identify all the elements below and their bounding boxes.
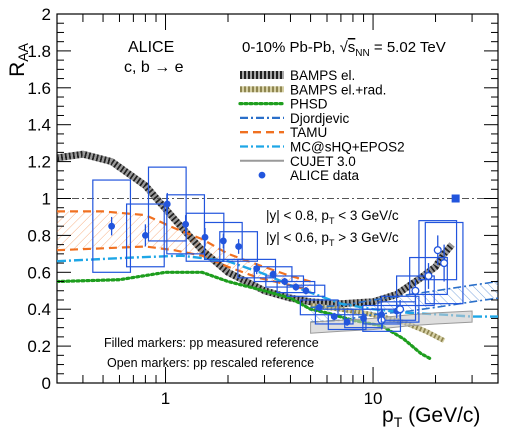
sys-box bbox=[92, 179, 132, 273]
y-tick-label: 0.6 bbox=[27, 263, 51, 282]
rapidity-high-label: |y| < 0.6, pT > 3 GeV/c bbox=[266, 230, 399, 248]
legend-item-bamps-el: BAMPS el. bbox=[240, 68, 355, 83]
legend-label: CUJET 3.0 bbox=[290, 154, 356, 169]
system-energy-val: = 5.02 TeV bbox=[370, 39, 446, 56]
legend: BAMPS el.BAMPS el.+rad.PHSDDjordjevicTAM… bbox=[238, 68, 405, 183]
data-point-open bbox=[411, 286, 420, 295]
data-point bbox=[108, 222, 116, 230]
sys-box bbox=[418, 220, 458, 281]
sys-box bbox=[253, 266, 293, 283]
process-label: c, b → e bbox=[124, 59, 184, 76]
rapidity-high-cut: > 3 GeV/c bbox=[334, 230, 398, 245]
legend-label: PHSD bbox=[290, 97, 328, 112]
sys-box bbox=[125, 203, 165, 268]
sys-box bbox=[286, 284, 326, 297]
legend-swatch bbox=[240, 71, 284, 79]
system-label-pre: 0-10% Pb-Pb, bbox=[242, 39, 340, 56]
legend-label: TAMU bbox=[290, 125, 327, 140]
legend-item-phsd: PHSD bbox=[238, 97, 328, 112]
x-axis-title-sub: T bbox=[394, 414, 403, 430]
x-tick-label: 1 bbox=[161, 389, 170, 408]
sys-box bbox=[380, 295, 420, 323]
data-points bbox=[92, 166, 464, 332]
sys-box bbox=[424, 221, 464, 305]
note-open: Open markers: pp rescaled reference bbox=[107, 356, 314, 370]
data-point bbox=[142, 232, 149, 239]
data-point-open bbox=[440, 259, 449, 268]
rapidity-low-label: |y| < 0.8, pT < 3 GeV/c bbox=[266, 208, 399, 226]
data-point bbox=[360, 315, 367, 322]
y-axis-title: RAA bbox=[6, 42, 31, 77]
legend-item-djordjevic: Djordjevic bbox=[240, 111, 350, 126]
note-filled: Filled markers: pp measured reference bbox=[104, 336, 319, 350]
sys-box bbox=[396, 275, 435, 307]
y-axis-title-sub: AA bbox=[15, 42, 31, 61]
model-tamu-lower bbox=[57, 245, 311, 292]
x-axis-title-main: p bbox=[382, 404, 394, 427]
rapidity-high-text: |y| < 0.6, p bbox=[266, 230, 329, 245]
x-axis-title: pT (GeV/c) bbox=[382, 404, 480, 430]
legend-item-bamps-el-rad: BAMPS el.+rad. bbox=[240, 82, 386, 97]
normalization-box bbox=[451, 194, 460, 203]
y-tick-label: 1.8 bbox=[27, 42, 51, 61]
rapidity-low-cut: < 3 GeV/c bbox=[334, 208, 398, 223]
system-label: 0-10% Pb-Pb, √sNN = 5.02 TeV bbox=[242, 39, 446, 59]
model-tamu-upper bbox=[57, 210, 311, 283]
axis-ticks: 0 0.2 0.4 0.6 0.8 1 1.2 1.4 1.6 1.8 2 1 10 bbox=[27, 5, 499, 408]
legend-label: ALICE data bbox=[290, 168, 360, 183]
data-point bbox=[343, 318, 351, 326]
data-point bbox=[302, 287, 310, 295]
y-tick-label: 0.8 bbox=[27, 226, 51, 245]
model-bamps-el-alt bbox=[57, 150, 455, 308]
system-energy-sym: s bbox=[348, 39, 356, 56]
rapidity-low-text: |y| < 0.8, p bbox=[266, 208, 329, 223]
y-tick-label: 1.2 bbox=[27, 153, 51, 172]
legend-label: MC@sHQ+EPOS2 bbox=[290, 140, 405, 155]
legend-swatch bbox=[240, 86, 284, 93]
sys-box bbox=[314, 308, 354, 325]
data-point-open bbox=[396, 305, 405, 314]
sqrt-symbol: √ bbox=[340, 39, 349, 56]
y-tick-label: 1.6 bbox=[27, 79, 51, 98]
legend-item-tamu: TAMU bbox=[240, 125, 327, 140]
sys-box bbox=[299, 299, 339, 316]
data-point bbox=[235, 243, 243, 250]
model-curves bbox=[57, 150, 498, 361]
x-tick-label: 10 bbox=[364, 389, 383, 408]
y-tick-label: 1.4 bbox=[27, 116, 51, 135]
experiment-label: ALICE bbox=[128, 39, 174, 56]
legend-label: BAMPS el. bbox=[290, 68, 355, 83]
y-axis-title-main: R bbox=[6, 62, 29, 77]
data-point-open bbox=[424, 271, 433, 281]
y-tick-label: 0.2 bbox=[27, 337, 51, 356]
sys-box bbox=[219, 231, 259, 262]
sys-box bbox=[203, 221, 243, 260]
legend-label: Djordjevic bbox=[290, 111, 350, 126]
legend-item-alice-data: ALICE data bbox=[258, 168, 360, 183]
sys-box bbox=[237, 258, 277, 279]
model-djordjevic-lower bbox=[310, 297, 498, 323]
y-tick-label: 0 bbox=[42, 374, 51, 393]
sys-box bbox=[327, 314, 367, 331]
x-axis-title-unit: (GeV/c) bbox=[402, 404, 480, 427]
sys-box bbox=[409, 256, 448, 296]
system-energy-sub: NN bbox=[355, 48, 369, 59]
sys-box bbox=[276, 280, 316, 294]
legend-label: BAMPS el.+rad. bbox=[290, 82, 386, 97]
legend-item-mc-shq-epos2: MC@sHQ+EPOS2 bbox=[240, 140, 405, 155]
y-tick-label: 0.4 bbox=[27, 300, 51, 319]
model-tamu-band bbox=[57, 211, 311, 291]
data-point bbox=[219, 237, 227, 245]
y-tick-label: 2 bbox=[42, 5, 51, 24]
data-point-open bbox=[433, 246, 442, 255]
y-tick-label: 1 bbox=[42, 190, 51, 209]
legend-swatch bbox=[258, 171, 266, 179]
legend-item-cujet-3-0: CUJET 3.0 bbox=[240, 154, 356, 169]
